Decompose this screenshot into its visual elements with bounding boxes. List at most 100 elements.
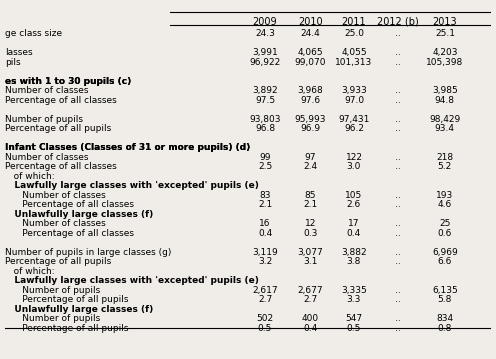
Text: Percentage of all pupils: Percentage of all pupils [5,257,111,266]
Text: 96.2: 96.2 [344,124,364,133]
Text: 0.4: 0.4 [303,324,317,333]
Text: 4.6: 4.6 [438,200,452,209]
Text: 97,431: 97,431 [338,115,370,124]
Text: Percentage of all classes: Percentage of all classes [5,229,134,238]
Text: 0.8: 0.8 [437,324,452,333]
Text: 218: 218 [436,153,453,162]
Text: 85: 85 [305,191,316,200]
Text: 0.4: 0.4 [258,229,272,238]
Text: Percentage of all classes: Percentage of all classes [5,96,117,105]
Text: 2012 (b): 2012 (b) [377,17,419,27]
Text: 24.3: 24.3 [255,29,275,38]
Text: 25.1: 25.1 [435,29,455,38]
Text: 6.6: 6.6 [437,257,452,266]
Text: ..: .. [395,229,401,238]
Text: es with 1 to 30 pupils (c): es with 1 to 30 pupils (c) [5,77,131,86]
Text: 2.1: 2.1 [303,200,317,209]
Text: 3,335: 3,335 [341,286,367,295]
Text: 99: 99 [259,153,271,162]
Text: 97: 97 [305,153,316,162]
Text: 3,077: 3,077 [297,248,323,257]
Text: 105,398: 105,398 [426,58,463,67]
Text: 25.0: 25.0 [344,29,364,38]
Text: 96.9: 96.9 [300,124,320,133]
Text: Percentage of all pupils: Percentage of all pupils [5,324,128,333]
Text: Number of pupils: Number of pupils [5,314,100,323]
Text: Percentage of all classes: Percentage of all classes [5,162,117,171]
Text: 2.4: 2.4 [303,162,317,171]
Text: of which:: of which: [5,172,55,181]
Text: 3.8: 3.8 [347,257,361,266]
Text: 4,065: 4,065 [298,48,323,57]
Text: 834: 834 [436,314,453,323]
Text: 95,993: 95,993 [295,115,326,124]
Text: 83: 83 [259,191,271,200]
Text: 2.5: 2.5 [258,162,272,171]
Text: 2010: 2010 [298,17,322,27]
Text: 6,969: 6,969 [432,248,458,257]
Text: ..: .. [395,115,401,124]
Text: 3,991: 3,991 [252,48,278,57]
Text: 96.8: 96.8 [255,124,275,133]
Text: 122: 122 [346,153,363,162]
Text: Unlawfully large classes (f): Unlawfully large classes (f) [5,210,153,219]
Text: Number of classes: Number of classes [5,153,88,162]
Text: 2009: 2009 [252,17,277,27]
Text: 101,313: 101,313 [335,58,372,67]
Text: 400: 400 [302,314,319,323]
Text: 502: 502 [256,314,274,323]
Text: 0.3: 0.3 [303,229,317,238]
Text: 3.0: 3.0 [347,162,361,171]
Text: 0.6: 0.6 [437,229,452,238]
Text: ..: .. [395,86,401,95]
Text: ..: .. [395,58,401,67]
Text: 3,892: 3,892 [252,86,278,95]
Text: 96,922: 96,922 [249,58,281,67]
Text: Percentage of all classes: Percentage of all classes [5,200,134,209]
Text: 2.1: 2.1 [258,200,272,209]
Text: 2.6: 2.6 [347,200,361,209]
Text: 98,429: 98,429 [429,115,460,124]
Text: ..: .. [395,286,401,295]
Text: ..: .. [395,153,401,162]
Text: Percentage of all pupils: Percentage of all pupils [5,124,111,133]
Text: 105: 105 [345,191,363,200]
Text: 2013: 2013 [433,17,457,27]
Text: Infant Classes (Classes of 31 or more pupils) (d): Infant Classes (Classes of 31 or more pu… [5,143,250,152]
Text: 3.1: 3.1 [303,257,317,266]
Text: 2.7: 2.7 [258,295,272,304]
Text: 25: 25 [439,219,450,228]
Text: ..: .. [395,219,401,228]
Text: 193: 193 [436,191,453,200]
Text: 2.7: 2.7 [303,295,317,304]
Text: ..: .. [395,29,401,38]
Text: 3.3: 3.3 [347,295,361,304]
Text: ..: .. [395,314,401,323]
Text: 547: 547 [345,314,363,323]
Text: ..: .. [395,248,401,257]
Text: 6,135: 6,135 [432,286,458,295]
Text: 93.4: 93.4 [435,124,455,133]
Text: 3,985: 3,985 [432,86,458,95]
Text: 12: 12 [305,219,316,228]
Text: Percentage of all pupils: Percentage of all pupils [5,295,128,304]
Text: 24.4: 24.4 [301,29,320,38]
Text: ..: .. [395,124,401,133]
Text: ..: .. [395,96,401,105]
Text: ..: .. [395,200,401,209]
Text: 2011: 2011 [342,17,366,27]
Text: ..: .. [395,162,401,171]
Text: Number of pupils: Number of pupils [5,115,83,124]
Text: 4,055: 4,055 [341,48,367,57]
Text: ..: .. [395,48,401,57]
Text: Number of classes: Number of classes [5,191,106,200]
Text: Lawfully large classes with 'excepted' pupils (e): Lawfully large classes with 'excepted' p… [5,276,259,285]
Text: 3,119: 3,119 [252,248,278,257]
Text: ..: .. [395,191,401,200]
Text: Number of pupils in large classes (g): Number of pupils in large classes (g) [5,248,171,257]
Text: 97.0: 97.0 [344,96,364,105]
Text: 0.4: 0.4 [347,229,361,238]
Text: 93,803: 93,803 [249,115,281,124]
Text: 3.2: 3.2 [258,257,272,266]
Text: 0.5: 0.5 [347,324,361,333]
